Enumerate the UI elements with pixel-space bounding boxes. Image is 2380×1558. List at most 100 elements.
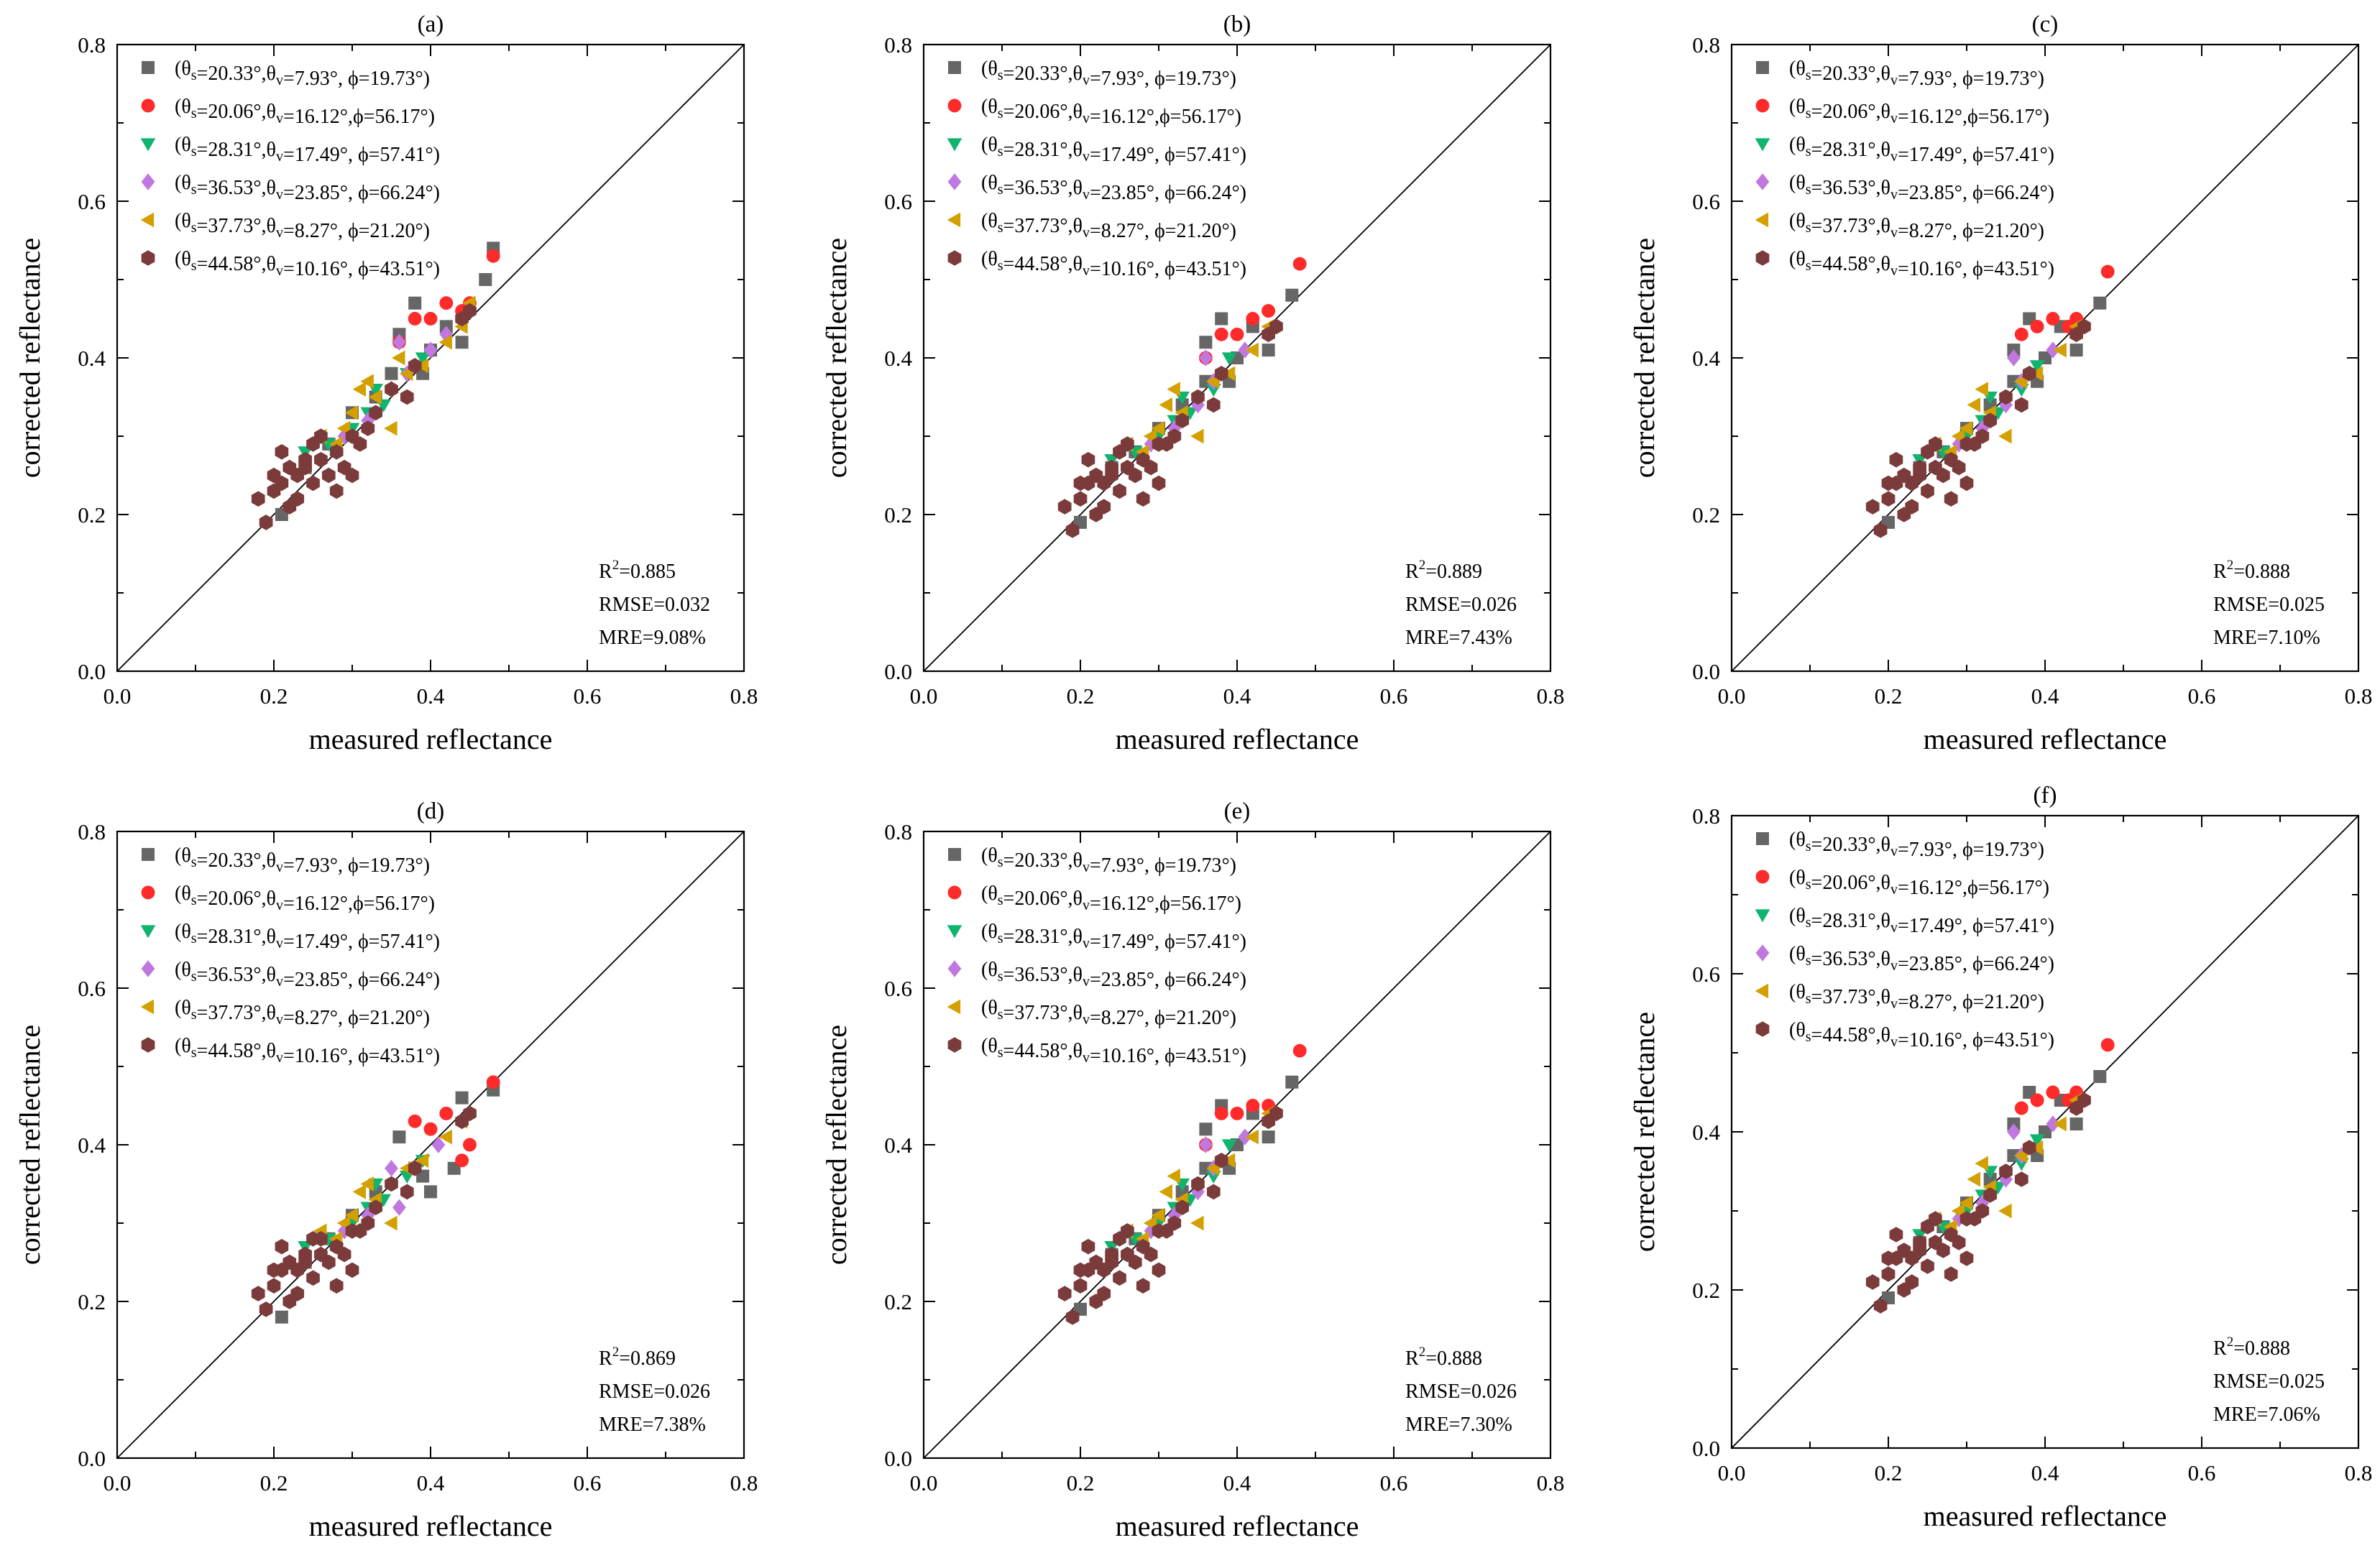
legend-entry: (θs=20.06°,θv=16.12°,ϕ=56.17°) (947, 882, 1241, 915)
legend: (θs=20.33°,θv=7.93°, ϕ=19.73°)(θs=20.06°… (1755, 57, 2054, 280)
legend-marker (140, 999, 155, 1015)
legend-label: (θs=44.58°,θv=10.16°, ϕ=43.51°) (175, 248, 440, 280)
panel-e: (e) 0.0 0.2 0.4 0.6 0.8 0.0 0.2 0.4 0.6 0.8 measure… (820, 798, 1564, 1542)
y-tick-label: 0.2 (884, 1289, 912, 1314)
mre-value: MRE=7.43% (1405, 627, 1512, 649)
data-point (463, 1138, 477, 1152)
y-axis-title: corrected reflectance (820, 238, 853, 478)
data-point (1159, 1184, 1172, 1199)
panel-title: (a) (418, 11, 444, 37)
legend-text-part: (θ (1789, 981, 1806, 1003)
r2-label: R (1405, 1347, 1419, 1370)
data-point (1269, 1105, 1283, 1122)
x-tick-label: 0.0 (1718, 1460, 1746, 1485)
data-point (400, 389, 414, 405)
legend-entry: (θs=44.58°,θv=10.16°, ϕ=43.51°) (947, 248, 1246, 280)
legend-text-part: (θ (981, 1035, 998, 1057)
axis-ticks (1731, 815, 2359, 1449)
series-2 (1198, 257, 1307, 365)
x-tick-label: 0.8 (1537, 1470, 1565, 1495)
legend-subscript: v (276, 149, 283, 165)
y-tick-label: 0.8 (1692, 803, 1720, 829)
legend-text-part: =37.73°,θ (197, 1002, 276, 1024)
data-point (1190, 428, 1204, 444)
data-point (369, 1199, 383, 1215)
legend-subscript: v (276, 263, 283, 279)
data-point (1214, 1153, 1228, 1168)
x-tick-label: 0.4 (1223, 1470, 1251, 1495)
axis-ticks (116, 831, 745, 1459)
data-point (1167, 428, 1182, 444)
legend-subscript: v (1083, 859, 1090, 875)
legend-text-part: =23.85°, ϕ=66.24°) (283, 969, 440, 991)
data-point (2046, 1085, 2060, 1100)
legend-subscript: v (1083, 149, 1090, 165)
legend-entry: (θs=20.33°,θv=7.93°, ϕ=19.73°) (948, 844, 1236, 877)
data-point (344, 1207, 359, 1223)
data-points (251, 1075, 500, 1324)
data-point (423, 1122, 438, 1136)
legend-subscript: s (1806, 68, 1811, 83)
legend-text-part: =20.33°,θ (1003, 849, 1083, 872)
legend-text-part: (θ (1789, 57, 1806, 80)
data-point (392, 1130, 406, 1144)
legend-marker (141, 1037, 155, 1053)
legend-entry: (θs=28.31°,θv=17.49°, ϕ=57.41°) (947, 134, 1246, 166)
legend-entry: (θs=20.33°,θv=7.93°, ϕ=19.73°) (1756, 829, 2044, 861)
stats-box: R2=0.888 RMSE=0.025 MRE=7.06% (2213, 1335, 2325, 1426)
legend-text-part: =36.53°,θ (1811, 177, 1890, 199)
legend-text-part: (θ (175, 844, 191, 867)
legend-subscript: s (1806, 144, 1811, 160)
legend-entry: (θs=20.06°,θv=16.12°,ϕ=56.17°) (141, 882, 435, 915)
legend: (θs=20.33°,θv=7.93°, ϕ=19.73°) (θs=20.06°… (1755, 829, 2054, 1051)
data-point (415, 1153, 429, 1168)
data-point (353, 436, 367, 452)
legend-text-part: =17.49°, ϕ=57.41°) (1898, 144, 2054, 166)
legend-label: (θs=20.33°,θv=7.93°, ϕ=19.73°) (981, 57, 1236, 90)
legend-subscript: s (191, 1007, 197, 1023)
data-point (1897, 1282, 1911, 1298)
data-point (1952, 1235, 1966, 1250)
data-points (1057, 1043, 1307, 1325)
r2-number: =0.885 (619, 561, 676, 583)
legend-subscript: v (1083, 111, 1090, 126)
data-point (306, 1270, 320, 1286)
data-point (1913, 1235, 1926, 1250)
legend-text-part: =28.31°,θ (1003, 139, 1083, 161)
panel-title: (c) (2032, 11, 2059, 37)
legend-marker (142, 848, 155, 861)
series-2 (408, 1075, 500, 1168)
legend-text-part: =20.33°,θ (1003, 63, 1083, 85)
legend-entry: (θs=44.58°,θv=10.16°, ϕ=43.51°) (1755, 248, 2054, 280)
legend-label: (θs=36.53°,θv=23.85°, ϕ=66.24°) (1789, 943, 2054, 975)
data-point (2029, 1134, 2045, 1148)
data-point (1221, 366, 1236, 382)
legend-text-part: =7.93°, ϕ=19.73°) (1898, 68, 2044, 90)
data-point (1206, 397, 1221, 413)
legend-label: (θs=28.31°,θv=17.49°, ϕ=57.41°) (1789, 134, 2054, 166)
legend-entry: (θs=37.73°,θv=8.27°, ϕ=21.20°) (947, 997, 1236, 1029)
data-point (423, 312, 438, 326)
data-point (2046, 312, 2060, 326)
legend-entry: (θs=20.06°,θv=16.12°,ϕ=56.17°) (1755, 96, 2049, 128)
x-tick-label: 0.6 (1380, 683, 1408, 709)
legend-text-part: =20.06°,θ (1003, 101, 1083, 123)
legend: (θs=20.33°,θv=7.93°, ϕ=19.73°)(θs=20.06°… (140, 844, 440, 1067)
legend-label: (θs=20.33°,θv=7.93°, ϕ=19.73°) (175, 57, 430, 90)
rmse-value: RMSE=0.026 (1405, 1380, 1517, 1403)
data-point (385, 1176, 398, 1192)
legend-subscript: s (191, 220, 197, 236)
y-tick-label: 0.0 (1692, 1436, 1720, 1461)
legend-label: (θs=20.06°,θv=16.12°,ϕ=56.17°) (175, 96, 435, 128)
legend-subscript: v (1083, 73, 1090, 88)
legend-subscript: s (191, 68, 197, 83)
data-point (408, 358, 422, 374)
data-point (1959, 1195, 1973, 1211)
x-tick-label: 0.4 (417, 683, 445, 709)
r2-number: =0.888 (2233, 561, 2290, 583)
data-point (1073, 475, 1088, 492)
data-point (314, 451, 328, 468)
legend-entry: (θs=20.06°,θv=16.12°,ϕ=56.17°) (1755, 867, 2049, 899)
legend-text-part: =20.06°,θ (1811, 101, 1890, 123)
data-point (329, 483, 344, 499)
